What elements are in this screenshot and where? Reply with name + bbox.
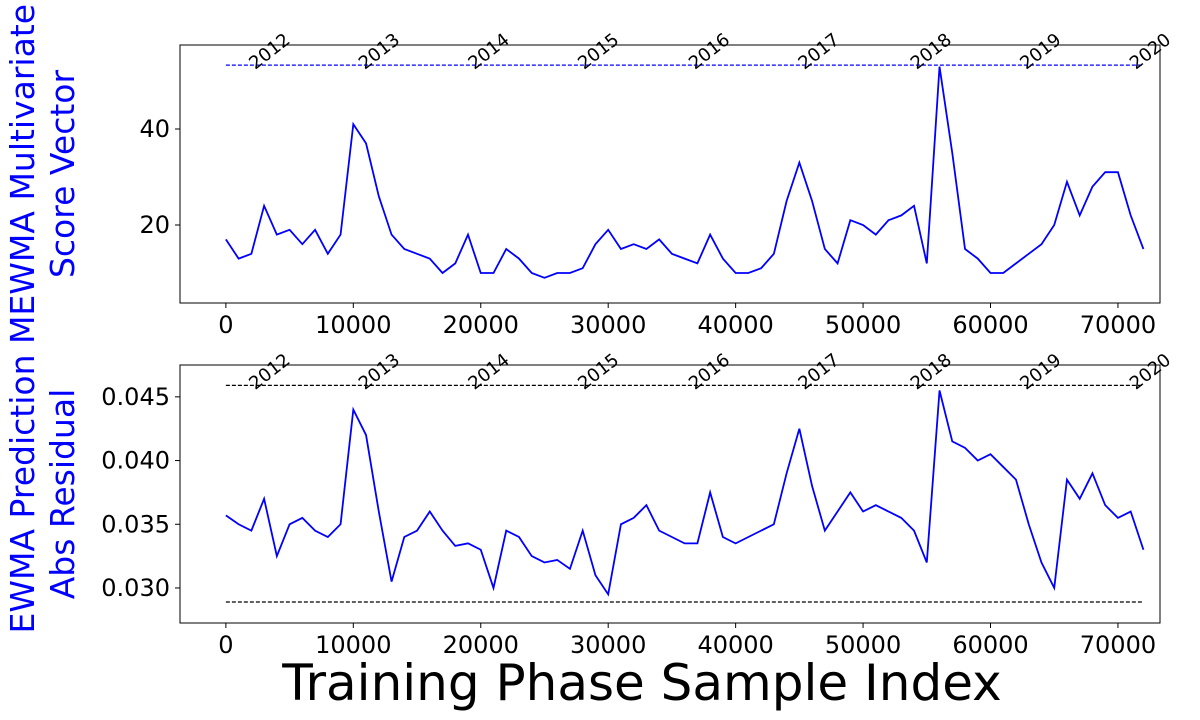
year-annotation: 2016	[685, 350, 734, 395]
year-annotation: 2015	[574, 350, 623, 395]
y-tick-label: 0.045	[101, 383, 170, 411]
x-tick-label: 20000	[443, 631, 519, 659]
year-annotation: 2018	[907, 350, 956, 395]
x-tick-label: 30000	[570, 631, 646, 659]
x-tick-label: 10000	[315, 631, 391, 659]
year-annotation: 2020	[1126, 350, 1175, 395]
x-tick-label: 30000	[570, 311, 646, 339]
year-annotation: 2017	[795, 29, 844, 74]
x-tick-label: 0	[218, 311, 233, 339]
year-annotation: 2014	[465, 350, 514, 395]
y-axis-label: Abs Residual	[43, 389, 82, 600]
x-axis-label: Training Phase Sample Index	[281, 654, 1001, 712]
x-tick-label: 70000	[1080, 631, 1156, 659]
year-annotation: 2012	[245, 350, 294, 395]
y-axis-label: MEWMA Multivariate	[3, 4, 42, 344]
x-tick-label: 40000	[697, 311, 773, 339]
x-tick-label: 70000	[1080, 311, 1156, 339]
axes-frame	[179, 364, 1161, 624]
y-axis-label: Score Vector	[43, 70, 82, 279]
y-tick-label: 0.030	[101, 574, 170, 602]
x-tick-label: 10000	[315, 311, 391, 339]
y-tick-label: 0.040	[101, 447, 170, 475]
year-annotation: 2016	[685, 29, 734, 74]
data-line	[225, 390, 1145, 597]
y-axis-label: EWMA Prediction	[3, 355, 42, 634]
x-tick-label: 40000	[697, 631, 773, 659]
y-tick-label: 20	[139, 211, 170, 239]
x-tick-label: 0	[218, 631, 233, 659]
x-tick-label: 60000	[952, 631, 1028, 659]
y-tick-label: 40	[139, 115, 170, 143]
year-annotation: 2013	[355, 29, 404, 74]
year-annotation: 2020	[1126, 29, 1175, 74]
x-tick-label: 50000	[825, 631, 901, 659]
year-annotation: 2013	[355, 350, 404, 395]
year-annotation: 2012	[245, 29, 294, 74]
data-line	[225, 66, 1145, 279]
x-tick-label: 20000	[443, 311, 519, 339]
year-annotation: 2019	[1016, 350, 1065, 395]
axes-frame	[179, 44, 1161, 304]
x-tick-label: 50000	[825, 311, 901, 339]
y-tick-label: 0.035	[101, 510, 170, 538]
year-annotation: 2014	[465, 29, 514, 74]
year-annotation: 2015	[574, 29, 623, 74]
x-tick-label: 60000	[952, 311, 1028, 339]
year-annotation: 2019	[1016, 29, 1065, 74]
year-annotation: 2018	[907, 29, 956, 74]
year-annotation: 2017	[795, 350, 844, 395]
